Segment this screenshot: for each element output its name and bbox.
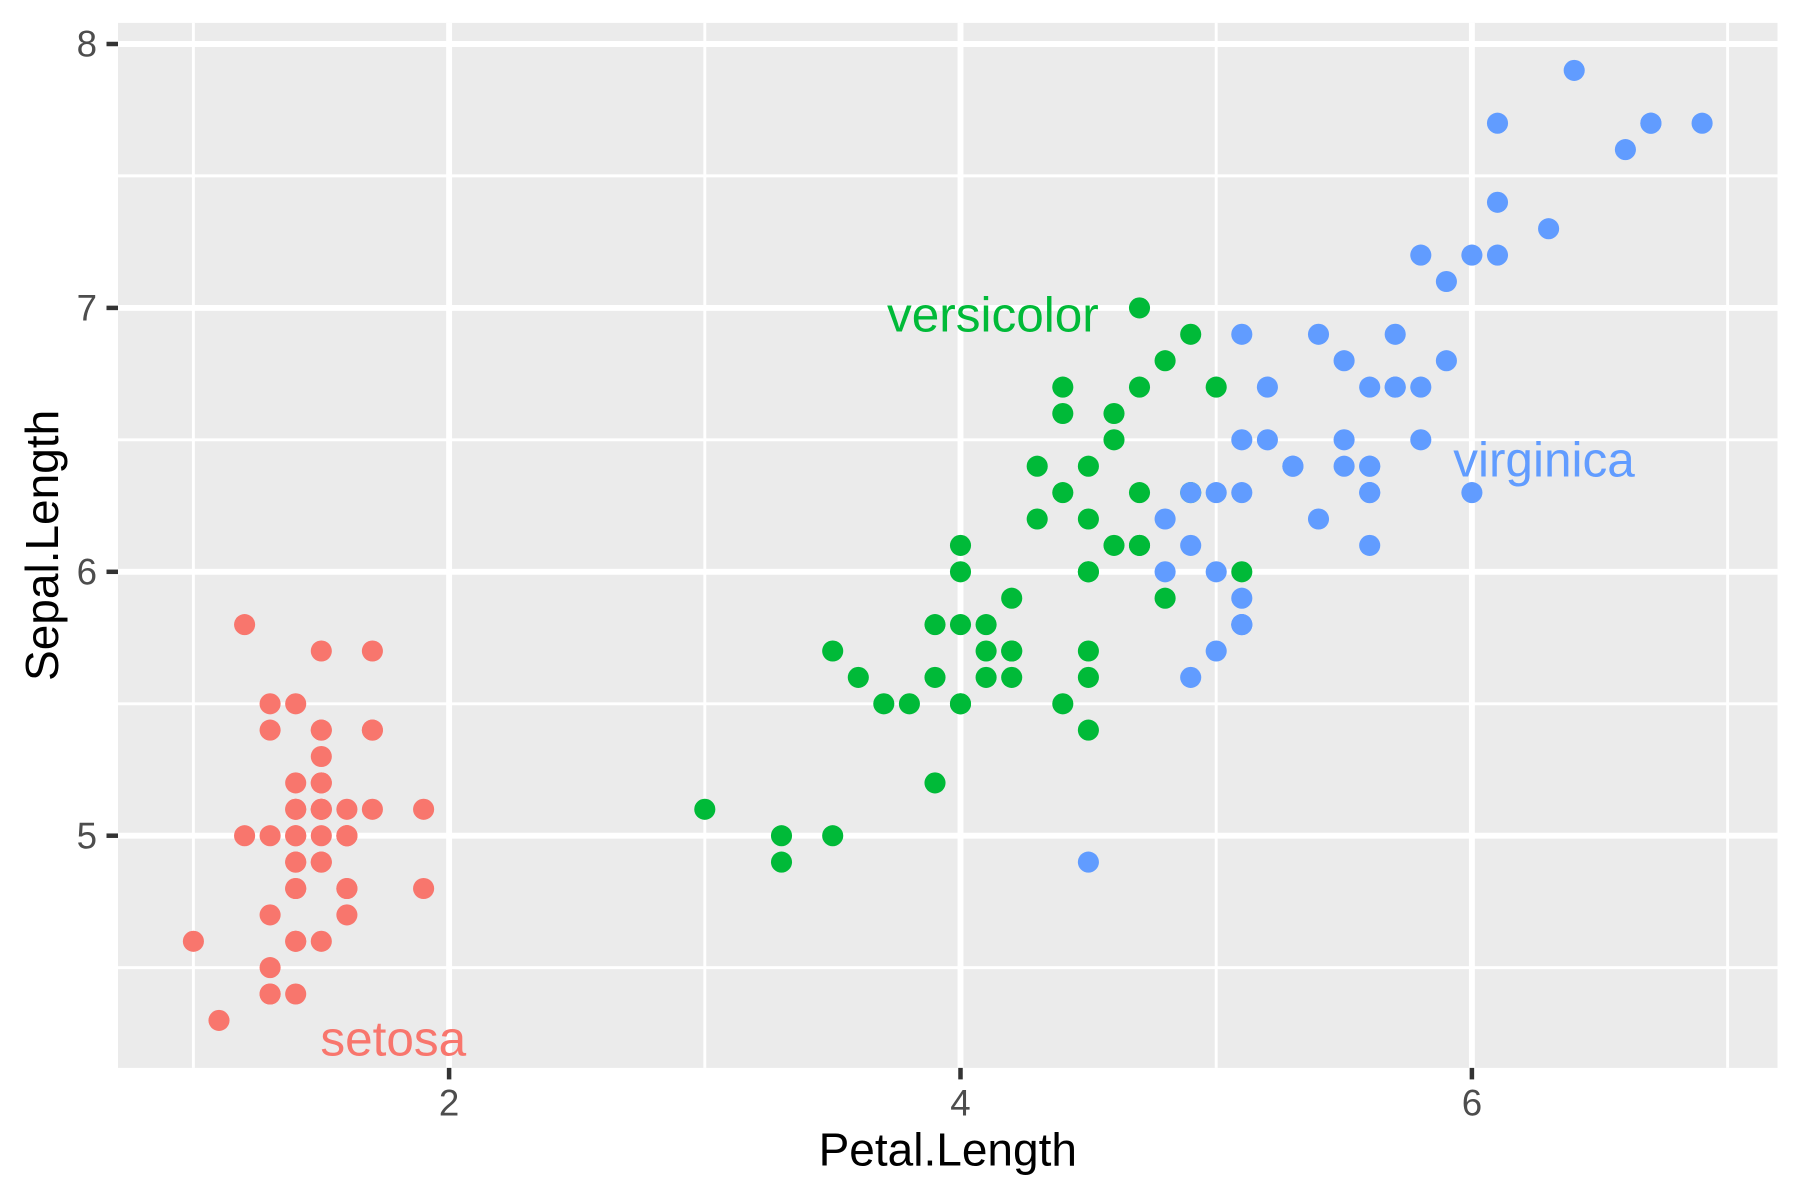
- svg-text:6: 6: [77, 551, 97, 592]
- svg-text:Sepal.Length: Sepal.Length: [16, 410, 68, 681]
- svg-text:versicolor: versicolor: [887, 287, 1099, 342]
- svg-text:5: 5: [77, 815, 97, 856]
- svg-text:4: 4: [950, 1082, 970, 1123]
- svg-text:setosa: setosa: [320, 1011, 466, 1066]
- svg-text:6: 6: [1462, 1082, 1482, 1123]
- svg-text:Petal.Length: Petal.Length: [819, 1124, 1077, 1176]
- svg-text:8: 8: [77, 24, 97, 65]
- svg-text:2: 2: [439, 1082, 459, 1123]
- svg-text:7: 7: [77, 288, 97, 329]
- svg-text:virginica: virginica: [1453, 432, 1635, 487]
